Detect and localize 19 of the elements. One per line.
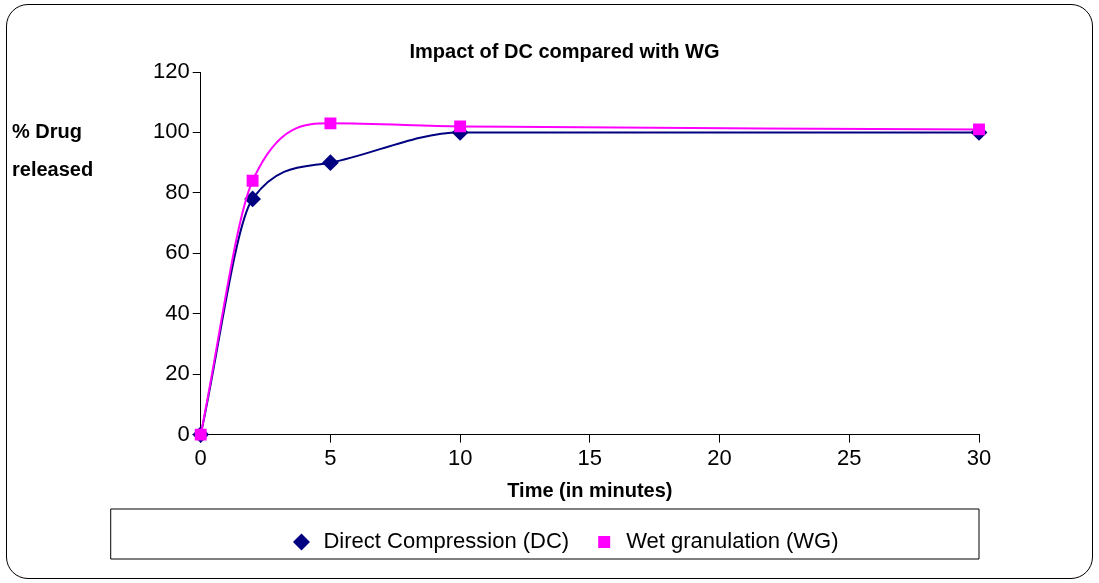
x-axis-title: Time (in minutes) [507, 478, 673, 501]
x-tick-label: 15 [577, 444, 603, 470]
chart-title: Impact of DC compared with WG [409, 39, 720, 62]
y-tick-label: 20 [165, 360, 190, 386]
y-tick-label: 40 [165, 299, 190, 325]
x-tick-label: 30 [966, 444, 992, 470]
x-tick-label: 5 [324, 444, 337, 470]
x-tick-label: 0 [194, 444, 207, 470]
y-tick-label: 60 [165, 239, 190, 265]
y-tick-label: 100 [152, 118, 190, 144]
y-axis-title: % Drug released [12, 120, 94, 181]
x-tick-label: 10 [447, 444, 473, 470]
y-tick-label: 120 [152, 58, 190, 84]
y-tick-label: 80 [165, 178, 190, 204]
legend-label: Direct Compression (DC) [323, 528, 570, 554]
x-tick-label: 20 [707, 444, 732, 470]
y-tick-label: 0 [177, 420, 190, 446]
x-tick-label: 25 [837, 444, 862, 470]
legend-label: Wet granulation (WG) [626, 528, 839, 554]
